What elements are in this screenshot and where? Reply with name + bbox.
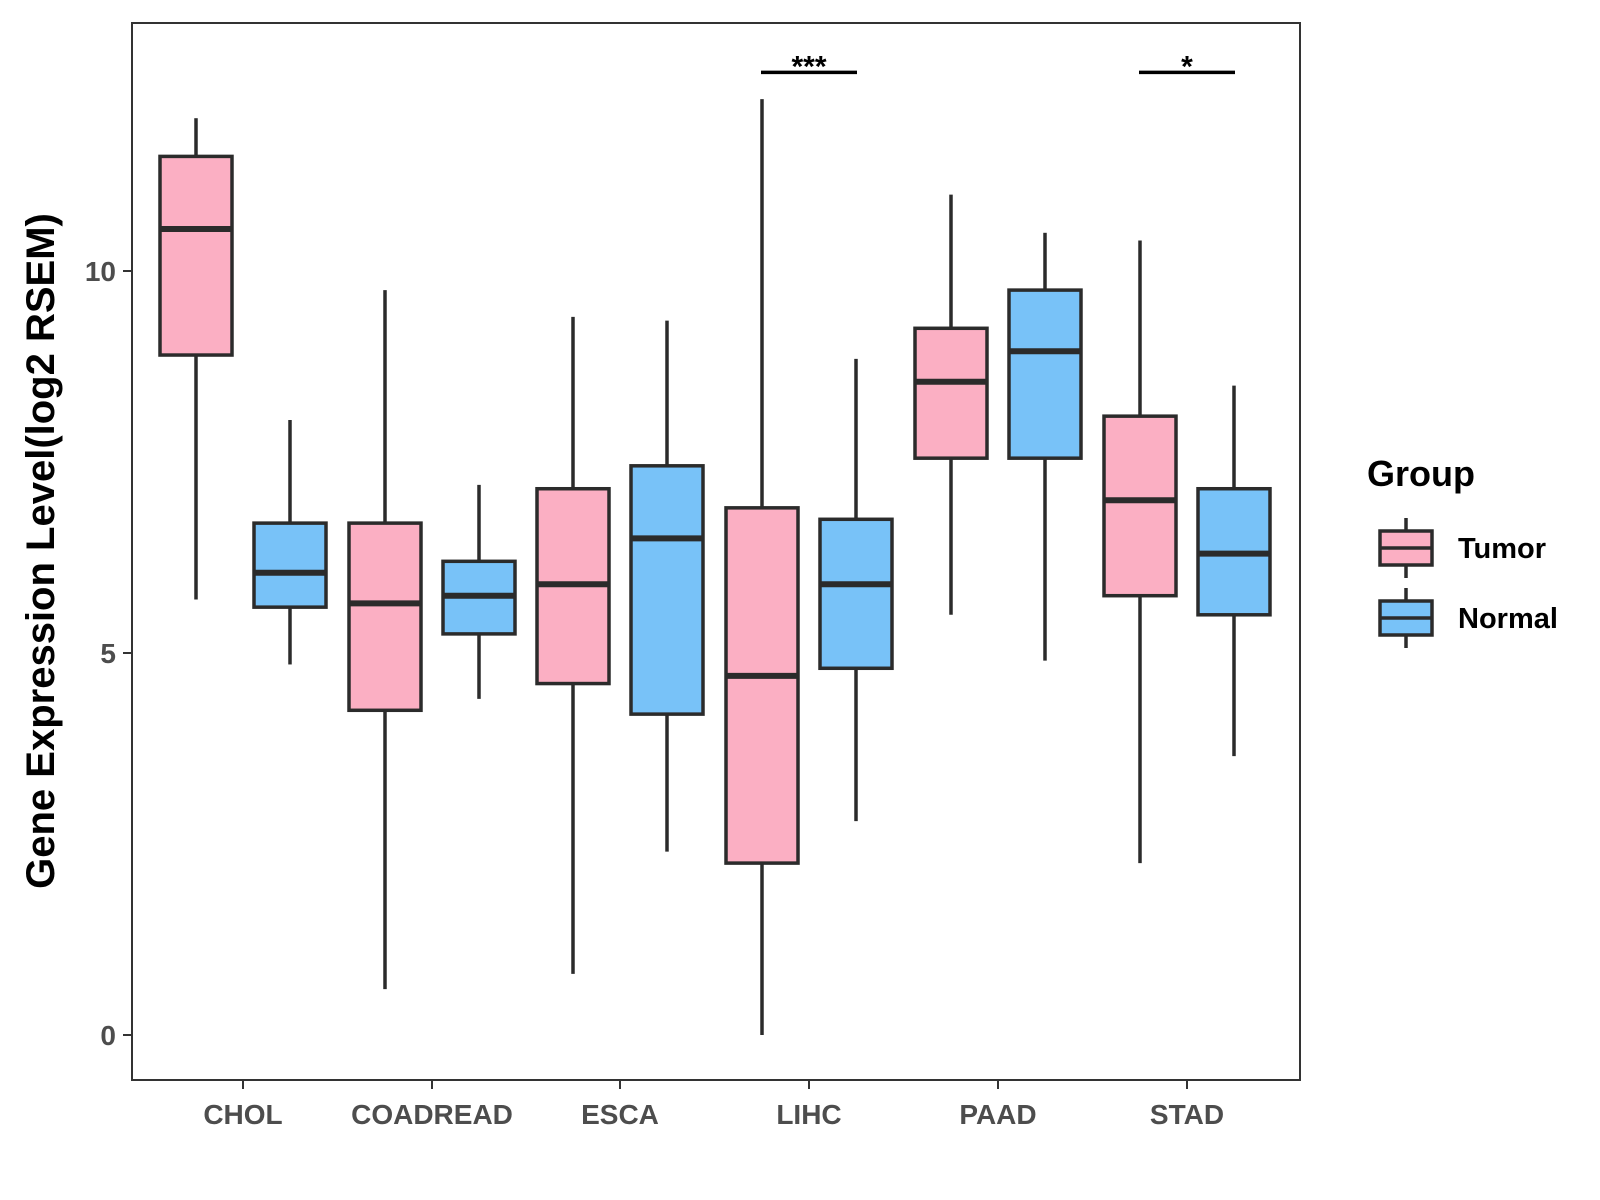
box-body <box>1007 288 1083 460</box>
x-tick-label-esca: ESCA <box>581 1099 659 1130</box>
x-tick-label-stad: STAD <box>1150 1099 1224 1130</box>
legend-item-normal: Normal <box>1378 588 1558 648</box>
sig-label-stad: * <box>1181 50 1193 83</box>
legend-label-normal: Normal <box>1458 603 1558 635</box>
box-tumor-coadread <box>347 290 423 990</box>
box-body <box>252 521 328 609</box>
box-tumor-stad <box>1102 240 1178 864</box>
box-body <box>158 154 234 357</box>
box-normal-paad <box>1007 232 1083 661</box>
box-normal-lihc <box>818 358 894 822</box>
box-body <box>913 326 989 460</box>
box-body <box>347 521 423 713</box>
box-marks <box>158 99 1272 1035</box>
box-tumor-lihc <box>724 99 800 1035</box>
box-tumor-esca <box>535 316 611 974</box>
x-tick-label-chol: CHOL <box>203 1099 282 1130</box>
box-body <box>724 506 800 865</box>
y-tick-label-10: 10 <box>85 256 116 287</box>
box-body <box>818 517 894 671</box>
y-axis: 0 5 10 <box>85 256 132 1051</box>
legend-title: Group <box>1367 453 1475 494</box>
y-tick-label-5: 5 <box>100 638 116 669</box>
x-tick-label-coadread: COADREAD <box>351 1099 513 1130</box>
box-normal-esca <box>629 320 705 852</box>
x-tick-label-lihc: LIHC <box>776 1099 841 1130</box>
box-body <box>1102 414 1178 598</box>
x-tick-label-paad: PAAD <box>959 1099 1036 1130</box>
legend-label-tumor: Tumor <box>1458 533 1546 565</box>
y-axis-title: Gene Expression Level(log2 RSEM) <box>19 213 63 889</box>
significance-annotations: *** * <box>761 50 1235 83</box>
legend: Group Tumor Normal <box>1367 453 1558 648</box>
box-tumor-paad <box>913 194 989 615</box>
box-tumor-chol <box>158 118 234 600</box>
box-normal-stad <box>1196 385 1272 757</box>
box-body <box>629 464 705 716</box>
sig-label-lihc: *** <box>791 50 826 83</box>
box-normal-chol <box>252 419 328 665</box>
legend-item-tumor: Tumor <box>1378 518 1546 578</box>
box-normal-coadread <box>441 484 517 699</box>
x-axis: CHOL COADREAD ESCA LIHC PAAD STAD <box>203 1080 1224 1130</box>
y-tick-label-0: 0 <box>100 1020 116 1051</box>
